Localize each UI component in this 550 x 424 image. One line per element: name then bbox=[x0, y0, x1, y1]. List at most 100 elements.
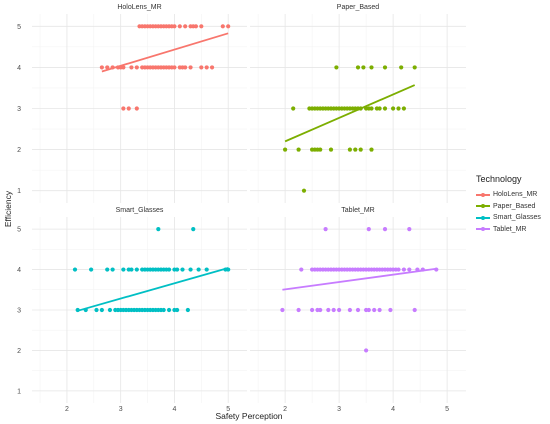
panel-title: Paper_Based bbox=[337, 4, 380, 11]
data-point bbox=[382, 65, 388, 70]
data-point bbox=[134, 106, 139, 111]
x-tick-label: 4 bbox=[391, 406, 395, 413]
y-tick-label: 4 bbox=[17, 65, 21, 72]
data-point bbox=[199, 24, 204, 29]
data-point bbox=[369, 106, 374, 111]
data-point bbox=[361, 65, 366, 70]
legend-key-tablet bbox=[476, 224, 490, 234]
data-point bbox=[366, 227, 371, 232]
data-point bbox=[183, 24, 188, 29]
data-point bbox=[180, 267, 185, 272]
data-point bbox=[185, 307, 190, 313]
data-point bbox=[399, 65, 404, 70]
x-tick-label: 3 bbox=[119, 406, 123, 413]
data-point bbox=[364, 348, 369, 353]
data-point bbox=[347, 147, 352, 152]
data-point bbox=[166, 267, 172, 272]
data-point bbox=[382, 227, 388, 232]
data-point bbox=[401, 267, 406, 272]
data-point bbox=[369, 147, 374, 152]
data-point bbox=[401, 106, 406, 111]
data-point bbox=[110, 267, 115, 272]
y-tick-label: 2 bbox=[17, 147, 21, 154]
data-point bbox=[407, 267, 412, 272]
data-point bbox=[94, 307, 99, 313]
data-point bbox=[291, 106, 296, 111]
data-point bbox=[355, 65, 361, 70]
data-point bbox=[166, 307, 172, 313]
legend: Technology HoloLens_MR Paper_Based Smart… bbox=[476, 174, 548, 235]
data-point bbox=[193, 24, 199, 29]
data-point bbox=[412, 65, 417, 70]
data-point bbox=[353, 147, 358, 152]
data-point bbox=[209, 65, 215, 70]
legend-key-smart-glasses bbox=[476, 213, 490, 223]
data-point bbox=[377, 307, 382, 313]
data-point bbox=[396, 106, 401, 111]
data-point bbox=[310, 307, 315, 313]
data-point bbox=[382, 106, 388, 111]
data-point bbox=[391, 106, 396, 111]
data-point bbox=[121, 267, 126, 272]
data-point bbox=[156, 227, 161, 232]
data-point bbox=[328, 147, 334, 152]
legend-item-smart-glasses: Smart_Glasses bbox=[476, 212, 548, 224]
data-point bbox=[72, 267, 78, 272]
data-point bbox=[301, 188, 307, 193]
data-point bbox=[126, 106, 131, 111]
data-point bbox=[188, 267, 193, 272]
data-point bbox=[134, 267, 139, 272]
data-point bbox=[191, 227, 196, 232]
trend-line bbox=[282, 267, 437, 291]
trend-line bbox=[77, 267, 229, 312]
data-point bbox=[377, 106, 382, 111]
legend-label: HoloLens_MR bbox=[493, 191, 538, 199]
data-point bbox=[204, 267, 209, 272]
legend-label: Smart_Glasses bbox=[493, 214, 541, 222]
data-point bbox=[105, 267, 110, 272]
trend-line bbox=[101, 32, 229, 73]
data-point bbox=[175, 307, 180, 313]
data-point bbox=[358, 147, 363, 152]
x-tick-label: 2 bbox=[283, 406, 287, 413]
data-point bbox=[334, 65, 339, 70]
data-point bbox=[172, 24, 177, 29]
legend-title: Technology bbox=[476, 174, 522, 184]
data-point bbox=[369, 65, 374, 70]
panel-title: Smart_Glasses bbox=[116, 207, 164, 214]
data-point bbox=[161, 307, 166, 313]
data-point bbox=[296, 147, 301, 152]
y-axis-label: Efficiency bbox=[3, 190, 13, 227]
data-point bbox=[318, 307, 323, 313]
legend-item-tablet: Tablet_MR bbox=[476, 224, 548, 236]
data-point bbox=[396, 267, 401, 272]
data-point bbox=[337, 307, 342, 313]
data-point bbox=[121, 65, 126, 70]
data-point bbox=[366, 307, 371, 313]
data-point bbox=[99, 65, 104, 70]
data-point bbox=[105, 65, 110, 70]
legend-item-paper: Paper_Based bbox=[476, 201, 548, 213]
x-axis-label: Safety Perception bbox=[215, 411, 282, 421]
data-point bbox=[347, 307, 352, 313]
data-point bbox=[323, 227, 328, 232]
data-point bbox=[107, 307, 113, 313]
data-point bbox=[326, 307, 331, 313]
y-tick-label: 3 bbox=[17, 106, 21, 113]
y-tick-label: 2 bbox=[17, 348, 21, 355]
data-point bbox=[121, 106, 126, 111]
data-point bbox=[175, 267, 180, 272]
data-point bbox=[280, 307, 285, 313]
legend-label: Paper_Based bbox=[493, 202, 536, 210]
data-point bbox=[299, 267, 304, 272]
x-tick-label: 2 bbox=[65, 406, 69, 413]
panel-title: Tablet_MR bbox=[341, 207, 374, 214]
data-point bbox=[199, 65, 204, 70]
y-tick-label: 3 bbox=[17, 308, 21, 315]
x-tick-label: 4 bbox=[172, 406, 176, 413]
data-point bbox=[331, 307, 336, 313]
x-tick-label: 5 bbox=[445, 406, 449, 413]
data-point bbox=[89, 267, 94, 272]
data-point bbox=[172, 65, 177, 70]
data-point bbox=[355, 307, 361, 313]
